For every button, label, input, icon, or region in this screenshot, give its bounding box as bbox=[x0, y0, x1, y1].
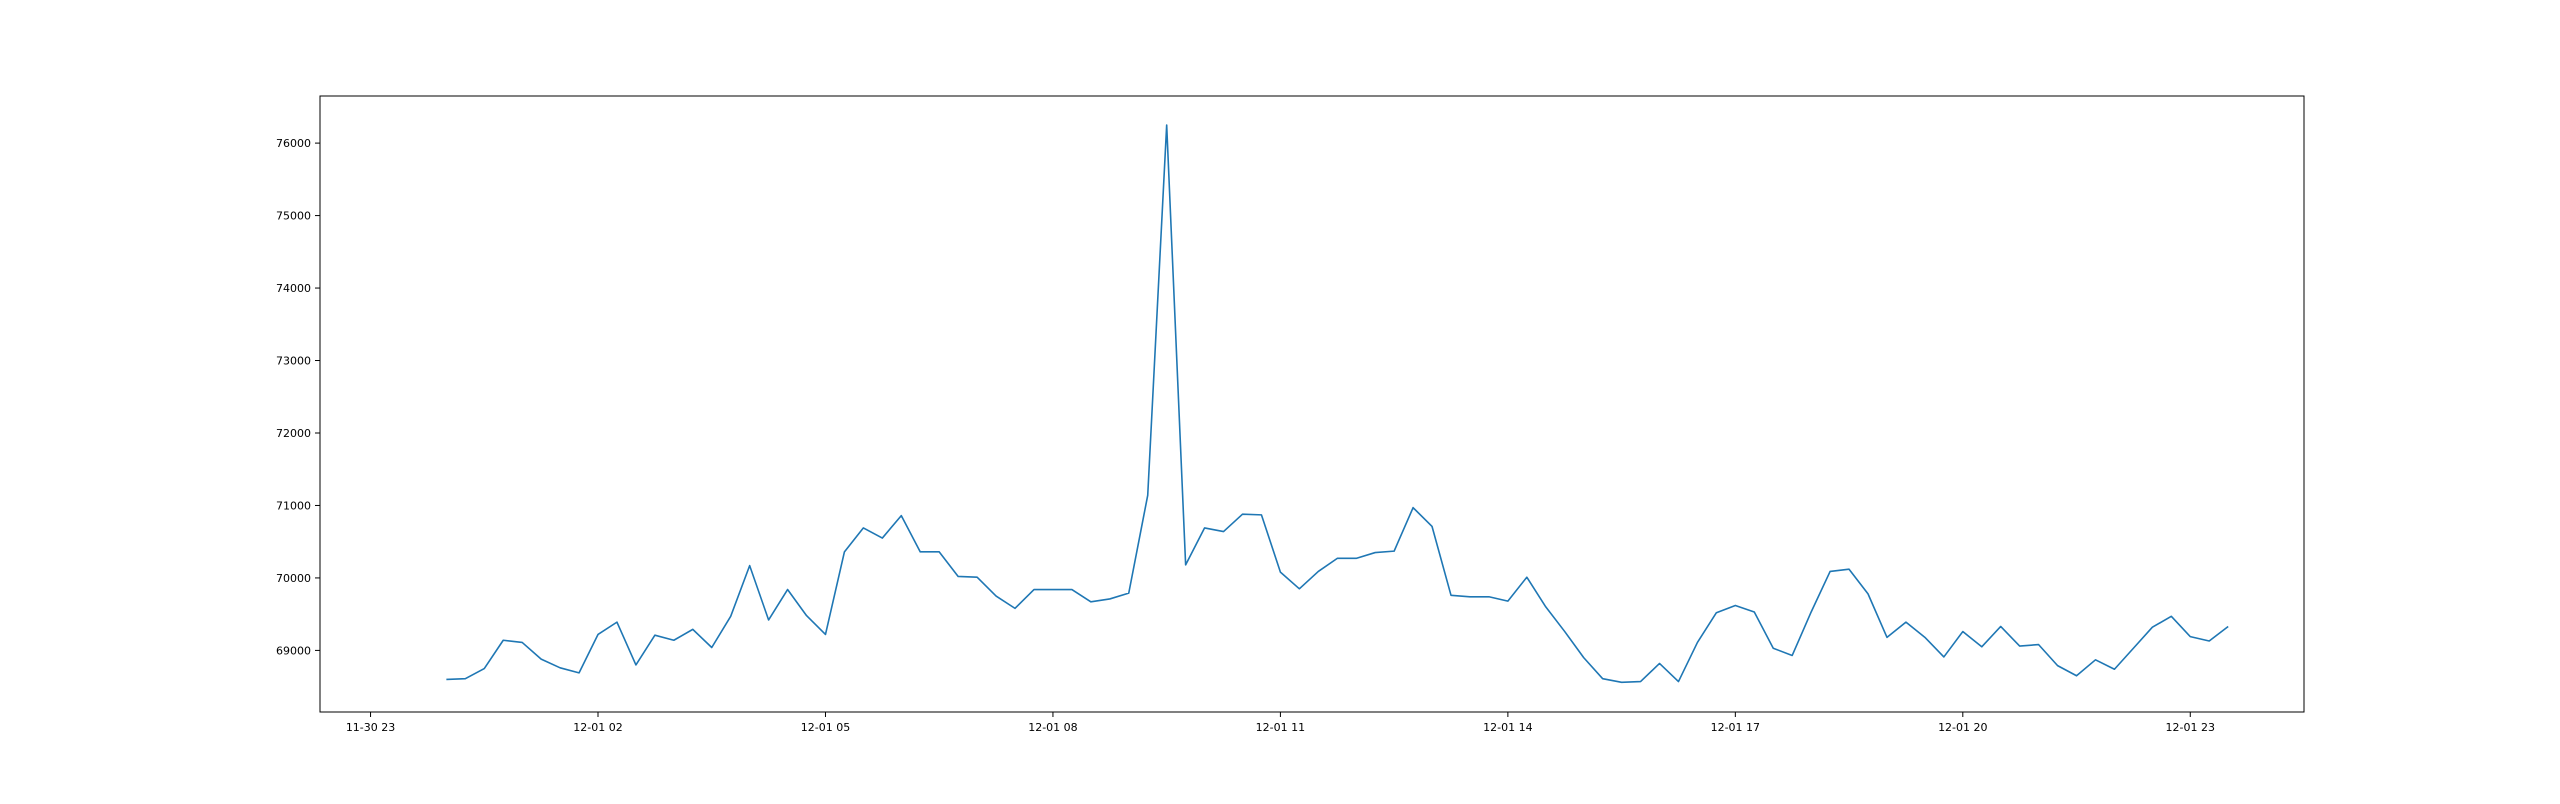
x-tick-label: 12-01 14 bbox=[1483, 721, 1532, 734]
x-tick-label: 12-01 11 bbox=[1256, 721, 1305, 734]
y-tick-label: 76000 bbox=[276, 137, 311, 150]
y-tick-label: 71000 bbox=[276, 499, 311, 512]
y-tick-label: 72000 bbox=[276, 427, 311, 440]
y-tick-label: 74000 bbox=[276, 282, 311, 295]
x-tick-label: 12-01 05 bbox=[801, 721, 850, 734]
y-tick-label: 75000 bbox=[276, 210, 311, 223]
x-tick-label: 12-01 20 bbox=[1938, 721, 1987, 734]
y-tick-label: 73000 bbox=[276, 355, 311, 368]
x-tick-label: 11-30 23 bbox=[346, 721, 395, 734]
y-tick-label: 70000 bbox=[276, 572, 311, 585]
x-tick-label: 12-01 17 bbox=[1711, 721, 1760, 734]
x-tick-label: 12-01 08 bbox=[1028, 721, 1077, 734]
x-tick-label: 12-01 02 bbox=[573, 721, 622, 734]
x-tick-label: 12-01 23 bbox=[2166, 721, 2215, 734]
y-tick-label: 69000 bbox=[276, 644, 311, 657]
